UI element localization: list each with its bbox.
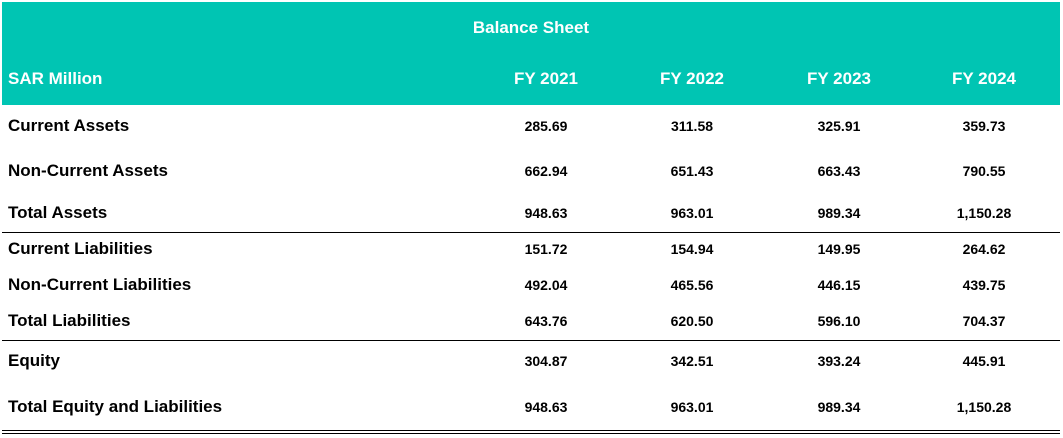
cell-value: 359.73 <box>962 118 1006 134</box>
cell-value: 492.04 <box>524 277 568 293</box>
row-label: Current Assets <box>8 116 130 135</box>
cell-value: 963.01 <box>670 205 714 221</box>
cell-value: 662.94 <box>524 163 568 179</box>
cell-value: 963.01 <box>670 399 714 415</box>
cell-value: 790.55 <box>962 163 1006 179</box>
table-row-non-current-liabilities: Non-Current Liabilities 492.04 465.56 44… <box>2 273 1060 297</box>
cell-value: 948.63 <box>524 399 568 415</box>
cell-value: 439.75 <box>962 277 1006 293</box>
row-label: Total Liabilities <box>8 311 131 330</box>
cell-value: 149.95 <box>817 241 861 257</box>
liabilities-divider <box>2 340 1060 341</box>
cell-value: 445.91 <box>962 353 1006 369</box>
column-header-fy2023: FY 2023 <box>807 69 871 88</box>
cell-value: 596.10 <box>817 313 861 329</box>
table-header: Balance Sheet SAR Million FY 2021 FY 202… <box>2 2 1060 105</box>
column-header-fy2022: FY 2022 <box>660 69 724 88</box>
row-label: Total Assets <box>8 203 108 222</box>
cell-value: 264.62 <box>962 241 1006 257</box>
table-row-total-liabilities: Total Liabilities 643.76 620.50 596.10 7… <box>2 309 1060 333</box>
cell-value: 704.37 <box>962 313 1006 329</box>
cell-value: 1,150.28 <box>956 205 1012 221</box>
table-row-equity: Equity 304.87 342.51 393.24 445.91 <box>2 349 1060 373</box>
row-label: Current Liabilities <box>8 239 153 258</box>
row-label: Total Equity and Liabilities <box>8 397 223 416</box>
cell-value: 154.94 <box>670 241 714 257</box>
row-label: Non-Current Assets <box>8 161 168 180</box>
cell-value: 1,150.28 <box>956 399 1012 415</box>
cell-value: 663.43 <box>817 163 861 179</box>
cell-value: 465.56 <box>670 277 714 293</box>
cell-value: 651.43 <box>670 163 714 179</box>
table-row-current-liabilities: Current Liabilities 151.72 154.94 149.95… <box>2 237 1060 261</box>
cell-value: 446.15 <box>817 277 861 293</box>
cell-value: 948.63 <box>524 205 568 221</box>
unit-label: SAR Million <box>8 69 103 88</box>
cell-value: 311.58 <box>670 118 714 134</box>
cell-value: 989.34 <box>817 399 861 415</box>
table-row-total-assets: Total Assets 948.63 963.01 989.34 1,150.… <box>2 201 1060 225</box>
cell-value: 285.69 <box>524 118 568 134</box>
cell-value: 151.72 <box>524 241 568 257</box>
cell-value: 393.24 <box>817 353 861 369</box>
row-label: Non-Current Liabilities <box>8 275 192 294</box>
cell-value: 304.87 <box>524 353 568 369</box>
double-bottom-border <box>2 430 1060 434</box>
cell-value: 342.51 <box>670 353 714 369</box>
table-row-non-current-assets: Non-Current Assets 662.94 651.43 663.43 … <box>2 159 1060 183</box>
cell-value: 620.50 <box>670 313 714 329</box>
table-row-current-assets: Current Assets 285.69 311.58 325.91 359.… <box>2 114 1060 138</box>
cell-value: 643.76 <box>524 313 568 329</box>
row-label: Equity <box>8 351 60 370</box>
cell-value: 325.91 <box>817 118 861 134</box>
cell-value: 989.34 <box>817 205 861 221</box>
column-header-fy2021: FY 2021 <box>514 69 578 88</box>
assets-divider <box>2 232 1060 233</box>
column-header-fy2024: FY 2024 <box>952 69 1016 88</box>
table-row-total-equity-and-liabilities: Total Equity and Liabilities 948.63 963.… <box>2 395 1060 419</box>
table-title: Balance Sheet <box>472 18 590 37</box>
